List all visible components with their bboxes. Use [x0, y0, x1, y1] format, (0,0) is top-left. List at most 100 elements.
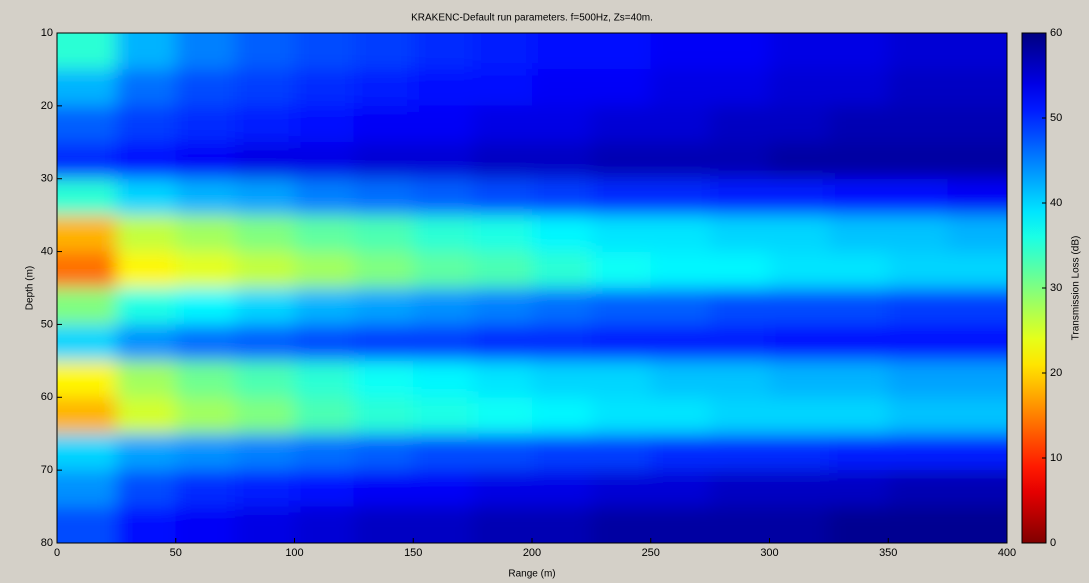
- heat-cell: [769, 69, 830, 107]
- heat-cell: [353, 251, 414, 289]
- heat-cell: [413, 69, 474, 107]
- heat-cell: [532, 178, 592, 216]
- heat-cell: [413, 142, 474, 180]
- heat-cell: [116, 105, 177, 143]
- heat-cell: [769, 105, 830, 143]
- heat-cell: [888, 69, 949, 107]
- heat-cell: [591, 33, 652, 70]
- x-tick-label: 300: [760, 547, 778, 559]
- heat-cell: [294, 33, 355, 70]
- heat-cell: [175, 69, 236, 107]
- heat-cell: [710, 105, 770, 143]
- heat-cell: [650, 178, 711, 216]
- heat-cell: [769, 397, 830, 435]
- heat-cell: [57, 69, 117, 107]
- heat-cell: [888, 178, 949, 216]
- heat-cell: [828, 360, 889, 398]
- heat-cell: [710, 433, 770, 471]
- heat-cell: [828, 215, 889, 253]
- heat-cell: [472, 69, 533, 107]
- x-tick-label: 400: [998, 547, 1016, 559]
- heat-cell: [235, 324, 295, 362]
- heat-cell: [294, 397, 355, 435]
- heat-cell: [532, 360, 592, 398]
- heat-cell: [57, 251, 117, 289]
- heat-cell: [235, 397, 295, 435]
- heat-cell: [235, 105, 295, 143]
- heat-cell: [828, 105, 889, 143]
- heat-cell: [888, 506, 949, 543]
- y-tick-label: 50: [41, 318, 53, 330]
- heat-cell: [650, 215, 711, 253]
- colorbar-tick-label: 60: [1050, 27, 1062, 39]
- heat-cell: [472, 178, 533, 216]
- heat-cell: [888, 324, 949, 362]
- heat-cell: [947, 397, 1007, 435]
- heat-cell: [472, 215, 533, 253]
- heat-cell: [353, 178, 414, 216]
- heat-cell: [532, 33, 592, 70]
- heat-cell: [57, 324, 117, 362]
- heat-cell: [769, 288, 830, 325]
- heat-cell: [710, 215, 770, 253]
- heat-cell: [353, 433, 414, 471]
- heat-cell: [294, 288, 355, 325]
- heat-cell: [57, 142, 117, 180]
- y-axis-label: Depth (m): [25, 266, 36, 310]
- heat-cell: [353, 397, 414, 435]
- heat-cell: [413, 506, 474, 543]
- heatmap: [57, 33, 1007, 543]
- heat-cell: [591, 142, 652, 180]
- colorbar-tick-label: 30: [1050, 282, 1062, 294]
- heat-cell: [710, 142, 770, 180]
- heat-cell: [175, 397, 236, 435]
- heat-cell: [294, 433, 355, 471]
- heat-cell: [294, 69, 355, 107]
- heat-cell: [116, 397, 177, 435]
- x-tick-label: 0: [54, 547, 60, 559]
- heat-cell: [57, 215, 117, 253]
- heat-cell: [769, 360, 830, 398]
- heat-cell: [710, 288, 770, 325]
- heat-cell: [710, 397, 770, 435]
- heat-cell: [413, 288, 474, 325]
- heat-cell: [710, 470, 770, 508]
- heat-cell: [472, 105, 533, 143]
- heat-cell: [472, 142, 533, 180]
- y-tick-label: 70: [41, 464, 53, 476]
- heat-cell: [235, 288, 295, 325]
- heat-cell: [116, 142, 177, 180]
- heat-cell: [175, 33, 236, 70]
- heat-cell: [116, 33, 177, 70]
- heatmap-cells: [57, 33, 1007, 543]
- heat-cell: [532, 251, 592, 289]
- x-tick-label: 150: [404, 547, 422, 559]
- heat-cell: [175, 506, 236, 543]
- heat-cell: [116, 433, 177, 471]
- y-tick-label: 30: [41, 173, 53, 185]
- heat-cell: [828, 397, 889, 435]
- heat-cell: [650, 69, 711, 107]
- heat-cell: [650, 33, 711, 70]
- heat-cell: [710, 69, 770, 107]
- heat-cell: [235, 33, 295, 70]
- y-tick-label: 80: [41, 537, 53, 549]
- heat-cell: [650, 470, 711, 508]
- heat-cell: [650, 142, 711, 180]
- colorbar-tick-label: 10: [1050, 452, 1062, 464]
- heat-cell: [591, 288, 652, 325]
- heat-cell: [57, 360, 117, 398]
- heat-cell: [888, 251, 949, 289]
- heat-cell: [888, 397, 949, 435]
- heat-cell: [294, 506, 355, 543]
- heat-cell: [769, 251, 830, 289]
- heat-cell: [532, 433, 592, 471]
- heat-cell: [294, 178, 355, 216]
- heat-cell: [472, 324, 533, 362]
- heat-cell: [294, 251, 355, 289]
- heat-cell: [57, 288, 117, 325]
- heat-cell: [532, 324, 592, 362]
- heat-cell: [710, 178, 770, 216]
- heat-cell: [769, 33, 830, 70]
